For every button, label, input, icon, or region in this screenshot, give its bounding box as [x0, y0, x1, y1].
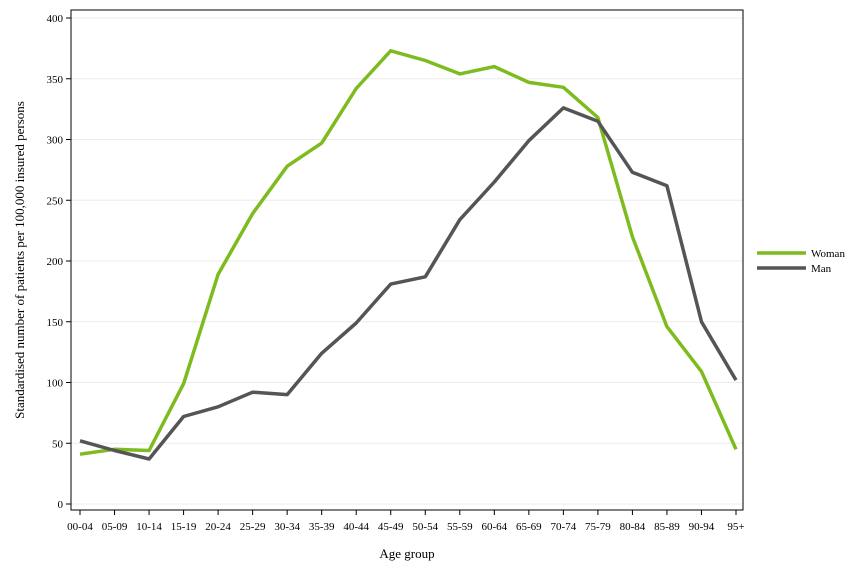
legend-label-woman: Woman: [811, 248, 845, 260]
x-tick-label: 60-64: [481, 521, 507, 533]
x-tick-label: 00-04: [67, 521, 93, 533]
y-tick-label: 150: [47, 317, 64, 329]
x-tick-label: 85-89: [654, 521, 680, 533]
y-tick-label: 250: [47, 195, 64, 207]
x-tick-label: 30-34: [274, 521, 300, 533]
x-tick-label: 75-79: [585, 521, 611, 533]
x-tick-label: 80-84: [620, 521, 646, 533]
x-tick-label: 35-39: [309, 521, 335, 533]
x-tick-label: 15-19: [171, 521, 197, 533]
legend: Woman Man: [757, 248, 845, 275]
x-tick-label: 50-54: [412, 521, 438, 533]
x-tick-label: 20-24: [205, 521, 231, 533]
y-tick-label: 200: [47, 256, 64, 268]
y-tick-label: 300: [47, 135, 64, 147]
x-tick-label: 65-69: [516, 521, 542, 533]
x-axis-title: Age group: [379, 546, 434, 561]
y-tick-label: 100: [47, 378, 64, 390]
y-tick-label: 400: [47, 13, 64, 25]
series-line-woman: [79, 49, 738, 456]
x-tick-label: 25-29: [240, 521, 266, 533]
x-tick-label: 70-74: [551, 521, 577, 533]
x-tick-label: 55-59: [447, 521, 473, 533]
x-axis: 00-04 05-09 10-14 15-19 20-24 25-29 30-34 35-39…: [67, 510, 745, 533]
x-tick-label: 40-44: [343, 521, 369, 533]
x-tick-label: 45-49: [378, 521, 404, 533]
y-tick-label: 50: [52, 438, 64, 450]
legend-label-man: Man: [811, 263, 832, 275]
plot-frame: [70, 9, 744, 511]
y-tick-label: 350: [47, 74, 64, 86]
x-tick-label: 10-14: [136, 521, 162, 533]
y-tick-label: 0: [58, 499, 64, 511]
x-tick-label: 05-09: [102, 521, 128, 533]
series-line-man: [79, 106, 738, 461]
x-tick-label: 95+: [727, 521, 744, 533]
y-axis: 0 50 100 150 200 250 300 350 400: [47, 13, 71, 511]
y-axis-title: Standardised number of patients per 100,…: [12, 101, 27, 419]
x-tick-label: 90-94: [689, 521, 715, 533]
series-lines: [79, 49, 738, 461]
